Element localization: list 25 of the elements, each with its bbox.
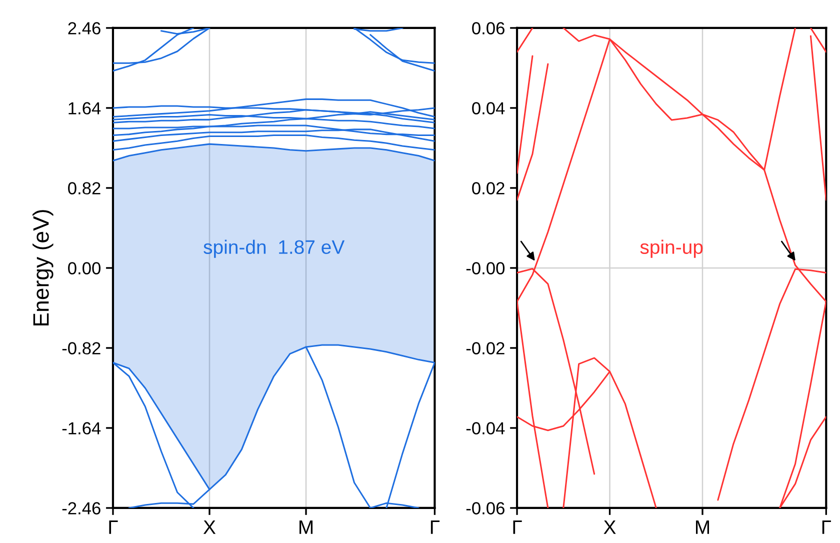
y-tick-label: -1.64 bbox=[62, 422, 101, 434]
y-tick-label: -2.46 bbox=[62, 502, 100, 514]
y-axis-title: Energy (eV) bbox=[32, 210, 54, 326]
annotation: spin-up bbox=[640, 240, 703, 258]
x-tick-label: X bbox=[203, 520, 216, 534]
y-tick-label: -0.06 bbox=[466, 502, 504, 514]
y-tick-label: 0.82 bbox=[68, 182, 100, 194]
y-tick-label: 1.64 bbox=[68, 102, 101, 114]
x-tick-label: M bbox=[696, 520, 709, 534]
y-tick-label: 0.04 bbox=[472, 102, 505, 114]
x-tick-label: Γ bbox=[513, 520, 522, 534]
x-tick-label: Γ bbox=[822, 520, 831, 534]
annotation: spin-dn 1.87 eV bbox=[204, 240, 345, 258]
y-tick-label: 0.00 bbox=[68, 262, 100, 274]
y-tick-label: -0.02 bbox=[466, 342, 504, 354]
x-tick-label: X bbox=[604, 520, 616, 534]
y-tick-label: -0.04 bbox=[466, 422, 505, 434]
x-tick-label: Γ bbox=[430, 520, 440, 534]
x-tick-label: M bbox=[300, 520, 313, 534]
y-tick-label: 2.46 bbox=[68, 22, 100, 34]
y-tick-label: 0.02 bbox=[472, 182, 504, 194]
y-tick-label: 0.06 bbox=[472, 22, 504, 34]
x-tick-label: Γ bbox=[109, 520, 118, 534]
y-tick-label: -0.82 bbox=[62, 342, 100, 354]
y-tick-label: -0.00 bbox=[466, 262, 505, 274]
